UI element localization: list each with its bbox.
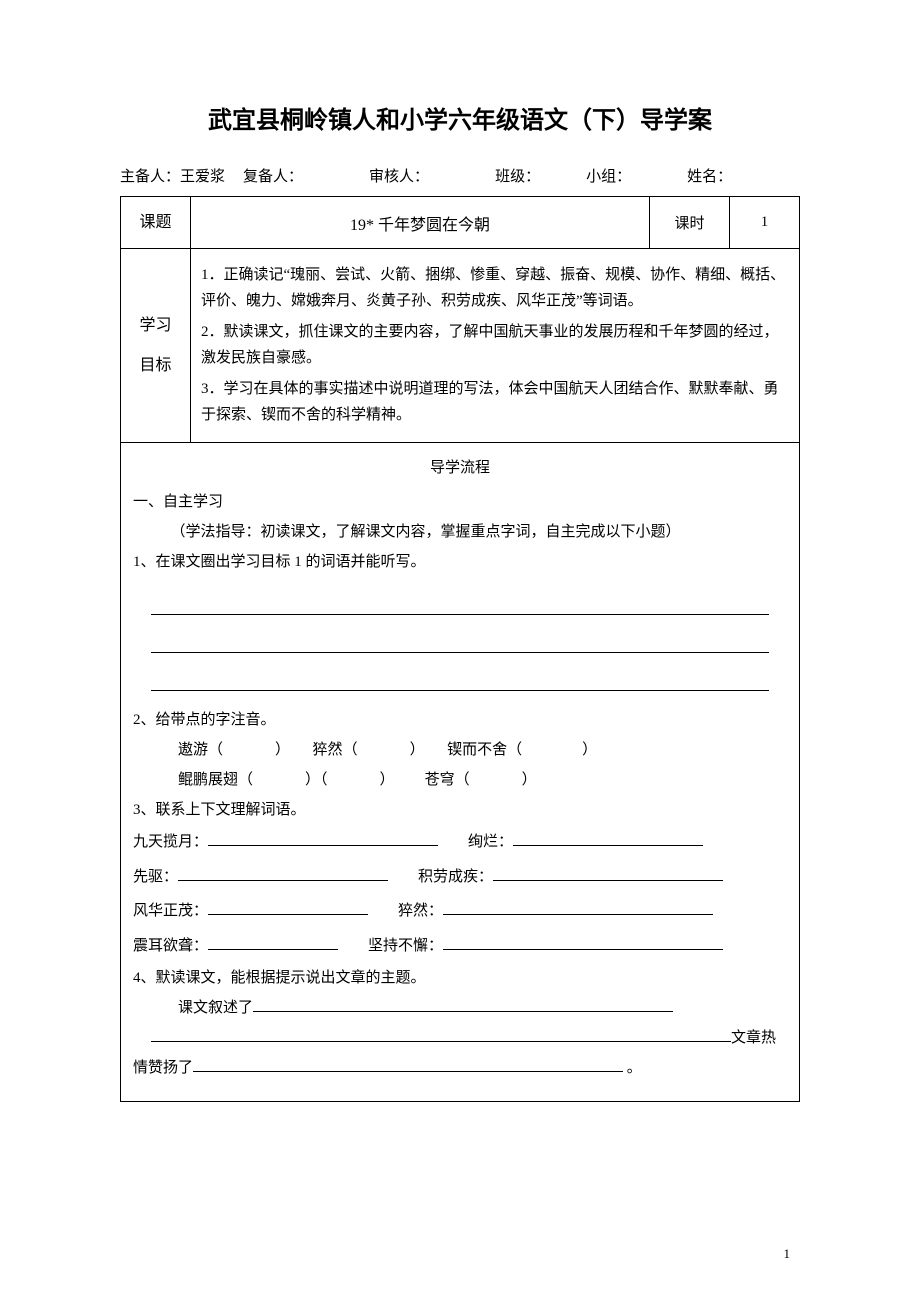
q2-w4: 鲲鹏展翅 (178, 772, 238, 788)
blank-d2b (493, 867, 723, 881)
def-1a: 九天揽月： (133, 834, 208, 850)
goal-3: 3．学习在具体的事实描述中说明道理的写法，体会中国航天人团结合作、默默奉献、勇于… (201, 377, 789, 428)
document-title: 武宜县桐岭镇人和小学六年级语文（下）导学案 (120, 100, 800, 135)
q2-w1: 遨游 (178, 742, 208, 758)
blank-d1b (513, 832, 703, 846)
q2-w5: 苍穹 (425, 772, 455, 788)
q4-line-1: 课文叙述了 (133, 993, 787, 1023)
section-1-title: 一、自主学习 (133, 487, 787, 517)
def-2b: 积劳成疾： (418, 869, 493, 885)
group-label: 小组： (586, 165, 631, 186)
preparer-label: 主备人： (120, 169, 180, 185)
blank-line-3 (151, 667, 769, 691)
q2: 2、给带点的字注音。 (133, 705, 787, 735)
def-4a: 震耳欲聋： (133, 938, 208, 954)
def-3a: 风华正茂： (133, 903, 208, 919)
blank-d2a (178, 867, 388, 881)
name-label: 姓名： (687, 165, 732, 186)
q3: 3、联系上下文理解词语。 (133, 795, 787, 825)
goals-cell: 1．正确读记“瑰丽、尝试、火箭、捆绑、惨重、穿越、振奋、规模、协作、精细、概括、… (191, 249, 800, 443)
blank-q4-3 (193, 1058, 623, 1072)
def-4b: 坚持不懈： (368, 938, 443, 954)
q4: 4、默读课文，能根据提示说出文章的主题。 (133, 963, 787, 993)
q4-p1: 课文叙述了 (178, 1000, 253, 1016)
q2-line-1: 遨游（） 猝然（） 锲而不舍（） (133, 735, 787, 765)
flow-box: 导学流程 一、自主学习 （学法指导：初读课文，了解课文内容，掌握重点字词，自主完… (120, 443, 800, 1102)
section-1-guide: （学法指导：初读课文，了解课文内容，掌握重点字词，自主完成以下小题） (133, 517, 787, 547)
q4-line-2: 文章热 (133, 1023, 787, 1053)
q2-w2: 猝然 (313, 742, 343, 758)
topic-value-cell: 19* 千年梦圆在今朝 (191, 197, 650, 249)
blank-d3a (208, 901, 368, 915)
blank-d4b (443, 936, 723, 950)
goal-label-cell: 学习 目标 (121, 249, 191, 443)
goal-1: 1．正确读记“瑰丽、尝试、火箭、捆绑、惨重、穿越、振奋、规模、协作、精细、概括、… (201, 263, 789, 314)
auditor-label: 审核人： (369, 165, 429, 186)
q4-p3: 情赞扬了 (133, 1060, 193, 1076)
blank-d1a (208, 832, 438, 846)
q4-end: 。 (627, 1060, 642, 1076)
class-label: 班级： (495, 165, 540, 186)
blank-d4a (208, 936, 338, 950)
topic-label-cell: 课题 (121, 197, 191, 249)
flow-title: 导学流程 (133, 453, 787, 483)
q2-line-2: 鲲鹏展翅（）（） 苍穹（） (133, 765, 787, 795)
meta-row: 主备人：王爱浆 复备人： 审核人： 班级： 小组： 姓名： (120, 165, 800, 186)
def-2a: 先驱： (133, 869, 178, 885)
blank-q4-1 (253, 998, 673, 1012)
preparer-name: 王爱浆 (180, 169, 225, 185)
goal-2: 2．默读课文，抓住课文的主要内容，了解中国航天事业的发展历程和千年梦圆的经过，激… (201, 320, 789, 371)
preparer: 主备人：王爱浆 (120, 165, 225, 186)
blank-q4-2 (151, 1028, 731, 1042)
q2-w3: 锲而不舍 (447, 742, 507, 758)
header-table: 课题 19* 千年梦圆在今朝 课时 1 学习 目标 1．正确读记“瑰丽、尝试、火… (120, 196, 800, 443)
period-label-cell: 课时 (650, 197, 730, 249)
blank-line-1 (151, 591, 769, 615)
q4-line-3: 情赞扬了 。 (133, 1053, 787, 1083)
def-3b: 猝然： (398, 903, 443, 919)
q4-p2: 文章热 (731, 1030, 776, 1046)
definitions: 九天揽月： 绚烂： 先驱： 积劳成疾： 风华正茂： 猝然： 震耳欲聋： 坚持不懈… (133, 825, 787, 963)
def-1b: 绚烂： (468, 834, 513, 850)
blank-d3b (443, 901, 713, 915)
reviser-label: 复备人： (243, 165, 303, 186)
blank-line-2 (151, 629, 769, 653)
period-value-cell: 1 (730, 197, 800, 249)
page-number: 1 (784, 1246, 791, 1262)
q1: 1、在课文圈出学习目标 1 的词语并能听写。 (133, 547, 787, 577)
